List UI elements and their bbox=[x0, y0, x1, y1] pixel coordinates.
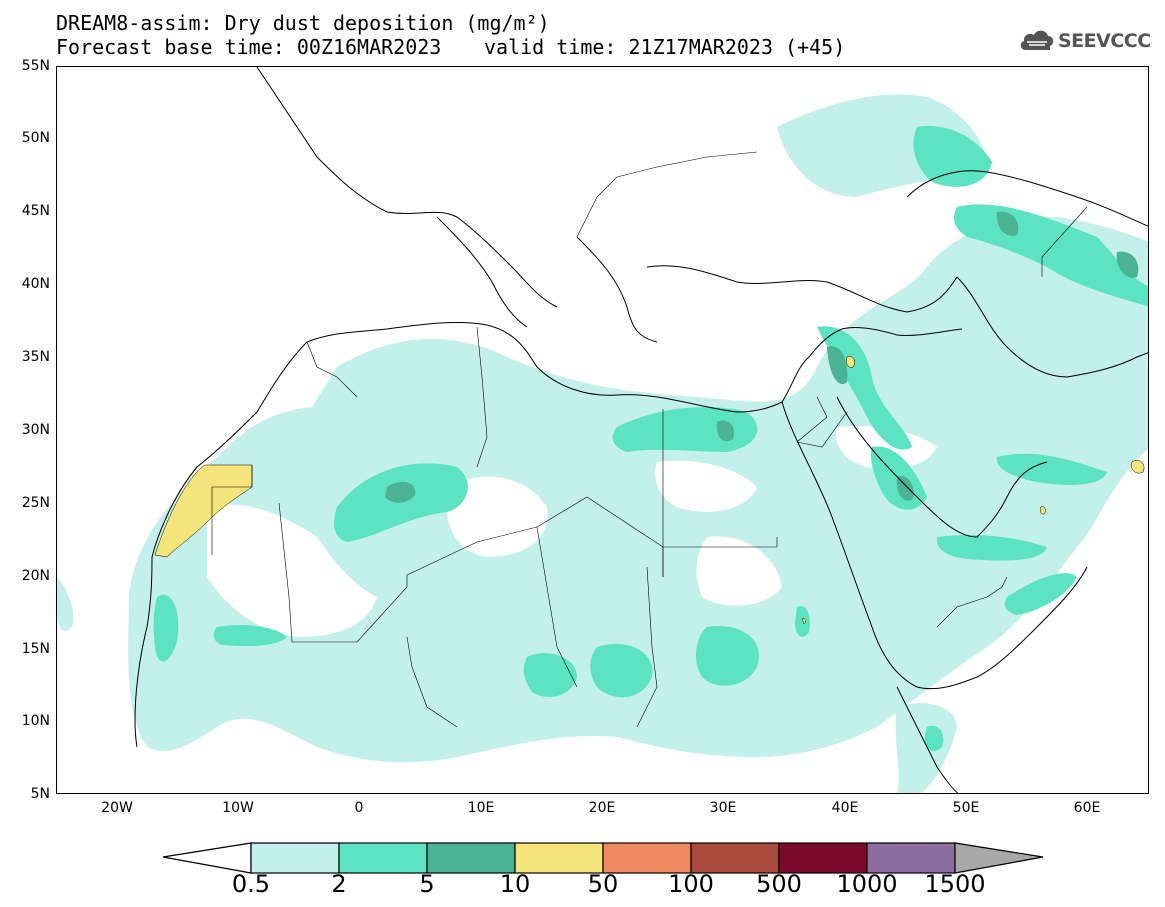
lat-label-35n: 35N bbox=[21, 349, 50, 365]
coastlines bbox=[134, 67, 1148, 793]
colorbar-label-500: 500 bbox=[756, 870, 802, 898]
lat-label-55n: 55N bbox=[21, 58, 50, 74]
colorbar-label-1500: 1500 bbox=[924, 870, 986, 898]
clear-areas bbox=[207, 262, 937, 637]
dust-level-5-areas bbox=[385, 211, 1139, 503]
colorbar-label-50: 50 bbox=[587, 870, 619, 898]
map-canvas bbox=[57, 67, 1148, 793]
lat-label-25n: 25N bbox=[21, 495, 50, 511]
colorbar-swatch-2 bbox=[338, 842, 428, 874]
logo-text: SEEVCCC bbox=[1058, 30, 1151, 52]
seevccc-logo: SEEVCCC bbox=[1018, 26, 1153, 58]
lat-label-20n: 20N bbox=[21, 568, 50, 584]
valid-time: valid time: 21Z17MAR2023 (+45) bbox=[484, 35, 846, 59]
lon-label-20e: 20E bbox=[588, 800, 616, 816]
lat-label-10n: 10N bbox=[21, 713, 50, 729]
lon-label-40e: 40E bbox=[831, 800, 859, 816]
lon-label-0: 0 bbox=[354, 800, 364, 816]
colorbar bbox=[162, 842, 1044, 874]
lat-label-40n: 40N bbox=[21, 276, 50, 292]
lat-label-45n: 45N bbox=[21, 203, 50, 219]
colorbar-underflow-triangle bbox=[162, 842, 252, 874]
lon-label-10e: 10E bbox=[467, 800, 495, 816]
lon-label-10w: 10W bbox=[222, 800, 254, 816]
colorbar-swatch-1000 bbox=[866, 842, 956, 874]
colorbar-swatch-5 bbox=[426, 842, 516, 874]
colorbar-label-0-5: 0.5 bbox=[231, 870, 271, 898]
colorbar-swatch-10 bbox=[514, 842, 604, 874]
colorbar-label-10: 10 bbox=[499, 870, 531, 898]
colorbar-overflow-triangle bbox=[954, 842, 1044, 874]
country-borders bbox=[211, 151, 1088, 728]
dust-level-10-areas bbox=[154, 356, 1145, 625]
dust-deposition-map bbox=[56, 66, 1149, 794]
lat-label-30n: 30N bbox=[21, 422, 50, 438]
map-title: DREAM8-assim: Dry dust deposition (mg/m²… bbox=[56, 11, 550, 35]
lon-label-20w: 20W bbox=[101, 800, 133, 816]
colorbar-swatch-50 bbox=[602, 842, 692, 874]
colorbar-swatch-0-5 bbox=[250, 842, 340, 874]
lon-label-50e: 50E bbox=[952, 800, 980, 816]
forecast-base-time: Forecast base time: 00Z16MAR2023 bbox=[56, 35, 442, 59]
lon-label-60e: 60E bbox=[1073, 800, 1101, 816]
lat-label-5n: 5N bbox=[30, 786, 50, 802]
lat-label-50n: 50N bbox=[21, 130, 50, 146]
colorbar-label-100: 100 bbox=[668, 870, 714, 898]
cloud-logo-icon bbox=[1020, 30, 1054, 50]
lon-label-30e: 30E bbox=[709, 800, 737, 816]
colorbar-swatch-500 bbox=[778, 842, 868, 874]
lat-label-15n: 15N bbox=[21, 641, 50, 657]
colorbar-label-1000: 1000 bbox=[836, 870, 898, 898]
colorbar-label-5: 5 bbox=[419, 870, 435, 898]
colorbar-swatch-100 bbox=[690, 842, 780, 874]
colorbar-label-2: 2 bbox=[331, 870, 347, 898]
